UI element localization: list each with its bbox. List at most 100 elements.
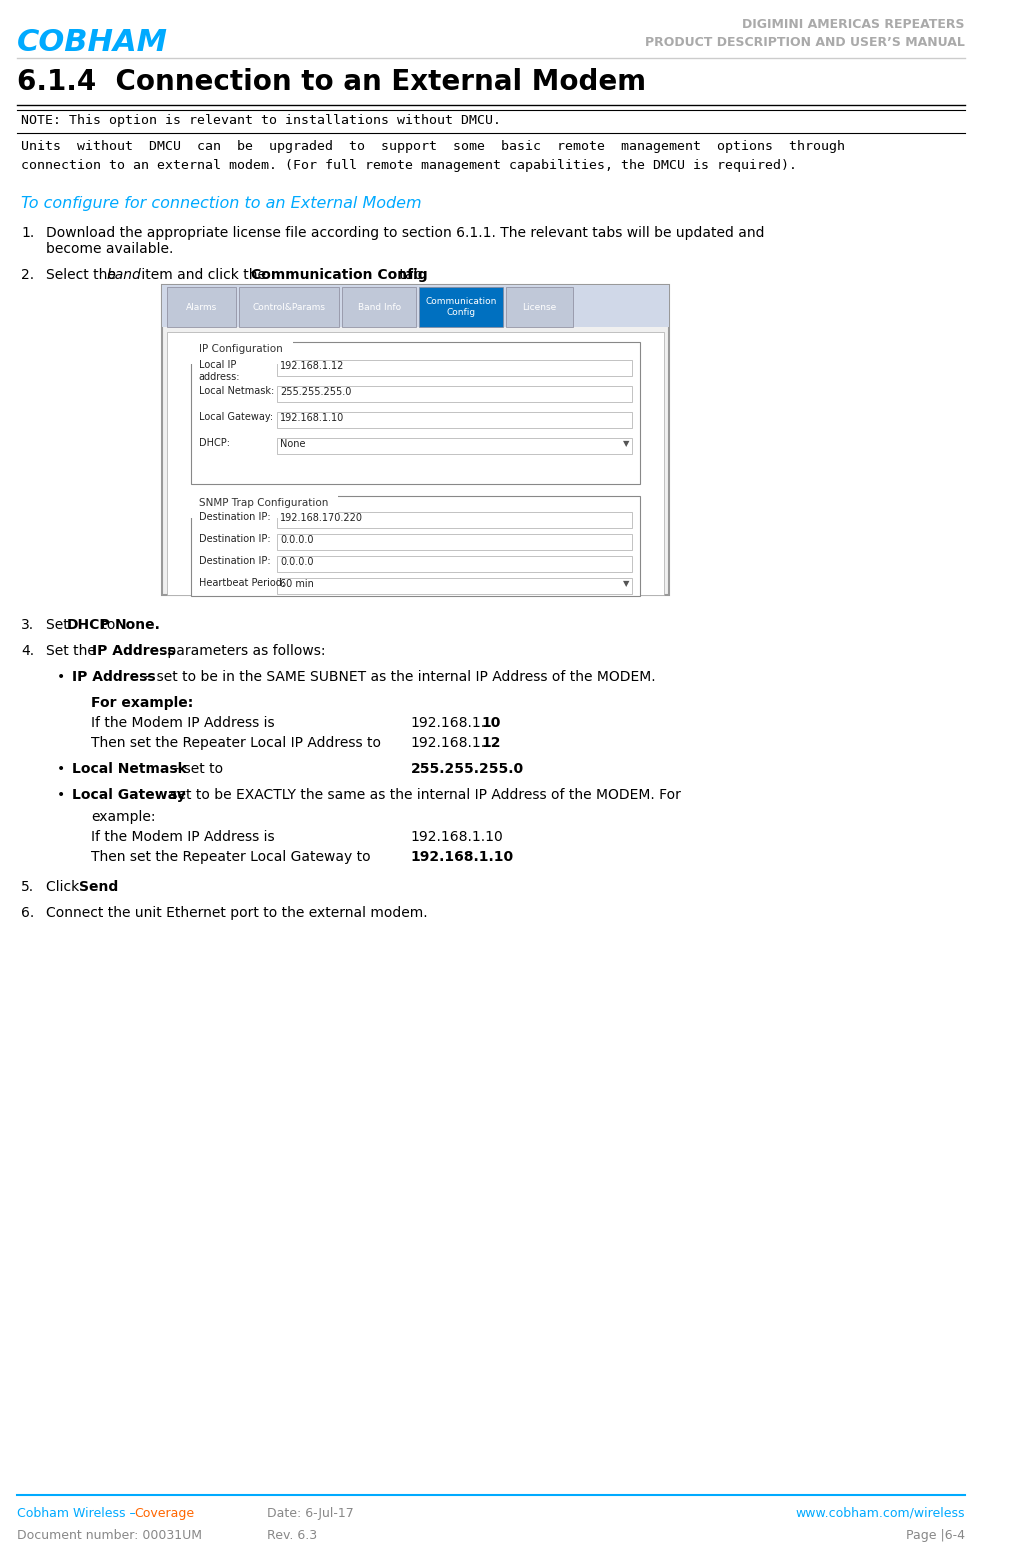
Text: ▼: ▼	[623, 579, 629, 588]
Text: Local Gateway:: Local Gateway:	[199, 412, 273, 421]
Text: Cobham Wireless –: Cobham Wireless –	[17, 1506, 140, 1520]
Text: Local IP
address:: Local IP address:	[199, 361, 240, 381]
Text: 6.: 6.	[21, 905, 34, 919]
Text: tab.: tab.	[395, 268, 426, 283]
Text: If the Modem IP Address is: If the Modem IP Address is	[90, 830, 274, 845]
Bar	[277, 512, 632, 528]
Bar	[277, 556, 632, 571]
Text: Page |6-4: Page |6-4	[906, 1530, 964, 1542]
Text: example:: example:	[90, 810, 155, 824]
Text: NOTE: This option is relevant to installations without DMCU.: NOTE: This option is relevant to install…	[21, 114, 501, 126]
Text: PRODUCT DESCRIPTION AND USER’S MANUAL: PRODUCT DESCRIPTION AND USER’S MANUAL	[645, 36, 964, 48]
Text: Connect the unit Ethernet port to the external modem.: Connect the unit Ethernet port to the ex…	[46, 905, 428, 919]
Text: – set to: – set to	[168, 762, 224, 776]
Text: Click: Click	[46, 880, 83, 894]
Text: 255.255.255.0: 255.255.255.0	[280, 387, 351, 396]
Text: 3.: 3.	[21, 618, 34, 632]
Text: Band Info: Band Info	[358, 303, 401, 312]
Text: Local Gateway: Local Gateway	[72, 788, 186, 802]
Bar	[277, 534, 632, 549]
Text: 255.255.255.0: 255.255.255.0	[410, 762, 524, 776]
Text: For example:: For example:	[90, 696, 193, 710]
Text: set to be EXACTLY the same as the internal IP Address of the MODEM. For: set to be EXACTLY the same as the intern…	[166, 788, 681, 802]
Text: IP Configuration: IP Configuration	[199, 343, 282, 354]
Text: ▼: ▼	[623, 439, 629, 448]
Text: If the Modem IP Address is: If the Modem IP Address is	[90, 716, 274, 731]
Text: www.cobham.com/wireless: www.cobham.com/wireless	[795, 1506, 964, 1520]
Bar	[277, 386, 632, 403]
Bar	[277, 412, 632, 428]
Text: •: •	[57, 788, 66, 802]
Text: Destination IP:: Destination IP:	[199, 556, 270, 567]
Text: Destination IP:: Destination IP:	[199, 534, 270, 543]
Bar	[420, 287, 504, 326]
Text: Units  without  DMCU  can  be  upgraded  to  support  some  basic  remote  manag: Units without DMCU can be upgraded to su…	[21, 140, 845, 172]
Text: 2.: 2.	[21, 268, 34, 283]
Bar	[191, 496, 640, 596]
Text: .: .	[111, 880, 115, 894]
Text: – set to be in the SAME SUBNET as the internal IP Address of the MODEM.: – set to be in the SAME SUBNET as the in…	[142, 670, 656, 684]
Bar	[167, 332, 664, 595]
Text: 192.168.1.: 192.168.1.	[410, 735, 486, 749]
Text: 192.168.1.: 192.168.1.	[410, 716, 486, 731]
Text: 0.0.0.0: 0.0.0.0	[280, 557, 313, 567]
Text: Send: Send	[79, 880, 119, 894]
Text: Document number: 00031UM: Document number: 00031UM	[17, 1530, 202, 1542]
Text: Alarms: Alarms	[186, 303, 218, 312]
Bar	[162, 286, 669, 326]
Bar	[239, 287, 340, 326]
Text: Local Netmask: Local Netmask	[72, 762, 187, 776]
Text: IP Address: IP Address	[91, 645, 175, 659]
Text: 192.168.1.10: 192.168.1.10	[280, 414, 344, 423]
Text: Local Netmask:: Local Netmask:	[199, 386, 274, 396]
Text: 192.168.170.220: 192.168.170.220	[280, 514, 363, 523]
Text: 12: 12	[481, 735, 501, 749]
Text: Then set the Repeater Local Gateway to: Then set the Repeater Local Gateway to	[90, 851, 370, 863]
Bar	[167, 287, 236, 326]
Text: Coverage: Coverage	[134, 1506, 195, 1520]
Text: SNMP Trap Configuration: SNMP Trap Configuration	[199, 498, 328, 507]
Text: Set the: Set the	[46, 645, 101, 659]
Text: IP Address: IP Address	[72, 670, 155, 684]
Text: Set: Set	[46, 618, 73, 632]
Text: Date: 6-Jul-17: Date: 6-Jul-17	[268, 1506, 354, 1520]
Text: 0.0.0.0: 0.0.0.0	[280, 535, 313, 545]
Text: Destination IP:: Destination IP:	[199, 512, 270, 521]
Text: 192.168.1.10: 192.168.1.10	[410, 851, 514, 863]
Text: Rev. 6.3: Rev. 6.3	[268, 1530, 318, 1542]
Bar	[191, 342, 640, 484]
Text: 10: 10	[481, 716, 501, 731]
Text: parameters as follows:: parameters as follows:	[163, 645, 326, 659]
Text: Communication
Config: Communication Config	[426, 297, 497, 317]
Bar	[277, 578, 632, 595]
Bar	[506, 287, 574, 326]
Text: Select the: Select the	[46, 268, 120, 283]
Text: to: to	[97, 618, 120, 632]
Text: 192.168.1.12: 192.168.1.12	[280, 361, 345, 372]
Text: To configure for connection to an External Modem: To configure for connection to an Extern…	[21, 197, 422, 211]
Bar	[277, 361, 632, 376]
Text: COBHAM: COBHAM	[17, 28, 168, 58]
Text: None: None	[280, 439, 306, 450]
Text: 60 min: 60 min	[280, 579, 314, 588]
Text: 5.: 5.	[21, 880, 34, 894]
Bar	[342, 287, 417, 326]
Text: band: band	[106, 268, 141, 283]
Text: DHCP:: DHCP:	[199, 439, 230, 448]
Text: None.: None.	[115, 618, 160, 632]
Text: 4.: 4.	[21, 645, 34, 659]
Text: License: License	[522, 303, 557, 312]
Text: Heartbeat Period:: Heartbeat Period:	[199, 578, 285, 588]
Text: Then set the Repeater Local IP Address to: Then set the Repeater Local IP Address t…	[90, 735, 381, 749]
Text: Communication Config: Communication Config	[251, 268, 428, 283]
Text: 6.1.4  Connection to an External Modem: 6.1.4 Connection to an External Modem	[17, 69, 646, 95]
Text: item and click the: item and click the	[136, 268, 270, 283]
Text: •: •	[57, 762, 66, 776]
Text: Control&Params: Control&Params	[252, 303, 325, 312]
Text: 1.: 1.	[21, 226, 34, 240]
Text: •: •	[57, 670, 66, 684]
Bar	[162, 286, 669, 595]
Text: Download the appropriate license file according to section 6.1.1. The relevant t: Download the appropriate license file ac…	[46, 226, 764, 256]
Text: DHCP: DHCP	[67, 618, 111, 632]
Text: DIGIMINI AMERICAS REPEATERS: DIGIMINI AMERICAS REPEATERS	[743, 19, 964, 31]
